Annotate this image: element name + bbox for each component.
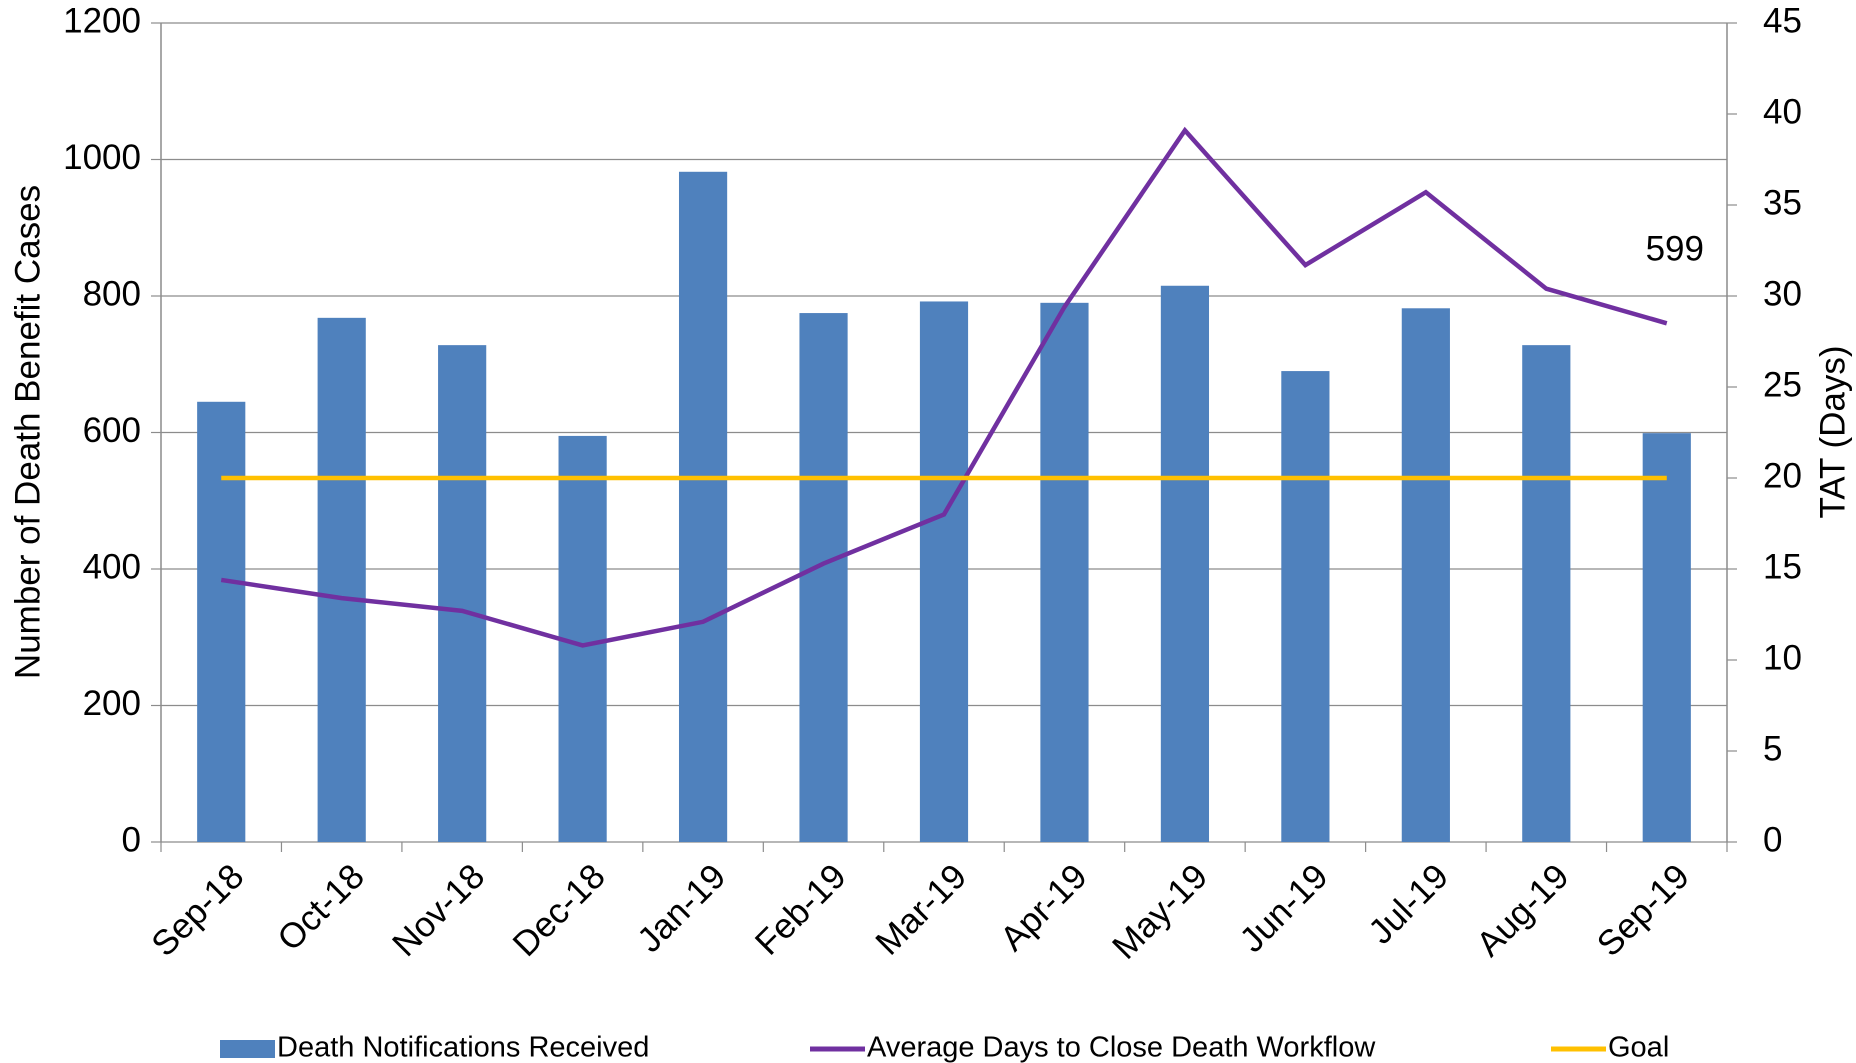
x-tick-label: Apr-19: [993, 857, 1095, 959]
y2-tick-label: 35: [1763, 183, 1802, 222]
legend-swatch: [220, 1040, 275, 1058]
x-tick-label: Oct-18: [270, 857, 372, 959]
y-tick-label: 400: [83, 547, 141, 586]
y2-tick-label: 0: [1763, 820, 1782, 859]
bar: [919, 301, 969, 843]
y2-tick-label: 40: [1763, 92, 1802, 131]
x-tick-label: Mar-19: [868, 857, 974, 963]
y2-tick-label: 10: [1763, 638, 1802, 677]
x-tick-label: Aug-19: [1469, 857, 1576, 964]
bar: [1642, 433, 1691, 842]
x-tick-label: Jan-19: [630, 857, 733, 960]
y-axis-label: Number of Death Benefit Cases: [8, 185, 47, 679]
legend-label: Average Days to Close Death Workflow: [867, 1032, 1376, 1063]
y2-tick-label: 20: [1763, 456, 1802, 495]
legend-label: Goal: [1608, 1032, 1669, 1063]
x-tick-label: Sep-19: [1590, 857, 1697, 964]
y-tick-label: 200: [83, 684, 141, 723]
y2-tick-label: 15: [1763, 547, 1802, 586]
bar: [799, 313, 848, 842]
y2-tick-label: 30: [1763, 274, 1802, 313]
bar: [678, 171, 728, 842]
x-tick-label: Feb-19: [748, 857, 854, 963]
x-tick-label: Sep-18: [144, 857, 251, 964]
x-tick-label: Dec-18: [505, 857, 612, 964]
y-tick-label: 600: [83, 411, 141, 450]
y-tick-label: 1200: [63, 1, 141, 40]
y2-tick-label: 45: [1763, 1, 1802, 40]
bar: [1281, 371, 1330, 842]
line: [220, 126, 1668, 648]
y-tick-label: 0: [122, 820, 141, 859]
bar: [1401, 308, 1450, 842]
legend-label: Death Notifications Received: [277, 1032, 649, 1063]
y-tick-label: 800: [83, 274, 141, 313]
bar: [317, 317, 366, 843]
x-tick-label: Jun-19: [1232, 857, 1335, 960]
bar: [438, 345, 487, 842]
y2-tick-label: 25: [1763, 365, 1802, 404]
bar: [1040, 302, 1089, 842]
x-tick-label: Nov-18: [385, 857, 492, 964]
y2-tick-label: 5: [1763, 729, 1782, 768]
bar: [197, 401, 246, 842]
y-tick-label: 1000: [63, 138, 141, 177]
x-tick-label: Jul-19: [1361, 857, 1456, 952]
y2-axis-label: TAT (Days): [1813, 345, 1852, 518]
data-label: 599: [1646, 230, 1704, 269]
x-tick-label: May-19: [1105, 857, 1215, 967]
bar: [1160, 285, 1210, 842]
bar: [1522, 345, 1571, 842]
